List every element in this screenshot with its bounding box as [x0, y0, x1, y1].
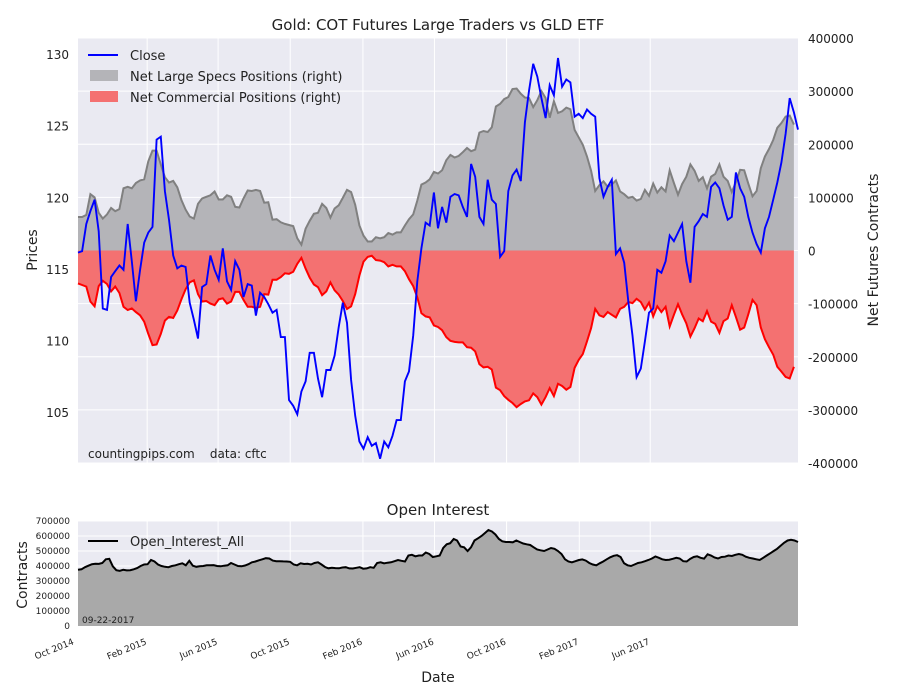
main-title: Gold: COT Futures Large Traders vs GLD E…: [272, 16, 605, 34]
legend-specs-swatch: [90, 70, 118, 81]
right-tick-label: 100000: [808, 191, 854, 205]
left-tick-label: 130: [46, 48, 69, 62]
right-tick-label: -300000: [808, 404, 858, 418]
date-tick-label: Jun 2017: [610, 638, 652, 663]
left-axis-ticks: 105 110 115 120 125 130: [46, 48, 69, 420]
oi-y-axis-ticks: 0 100000 200000 300000 400000 500000 600000 700…: [36, 517, 71, 632]
oi-tick-label: 600000: [36, 532, 71, 542]
date-tick-label: Oct 2015: [249, 638, 291, 663]
date-tick-label: Feb 2017: [538, 638, 580, 663]
left-tick-label: 120: [46, 191, 69, 205]
specs-area: [78, 88, 794, 251]
oi-tick-label: 700000: [36, 517, 71, 527]
open-interest-chart: 0 100000 200000 300000 400000 500000 600000 700…: [15, 501, 799, 686]
source-note: countingpips.com data: cftc: [88, 447, 267, 461]
oi-tick-label: 300000: [36, 577, 71, 587]
close-line: [77, 57, 799, 459]
right-tick-label: 300000: [808, 85, 854, 99]
oi-tick-label: 200000: [36, 592, 71, 602]
date-axis-ticks: Oct 2014 Feb 2015 Jun 2015 Oct 2015 Feb 2016…: [34, 637, 652, 662]
oi-legend: Open_Interest_All: [88, 535, 244, 550]
left-axis-label: Prices: [25, 229, 41, 270]
right-axis-label: Net Futures Contracts: [866, 174, 882, 327]
right-tick-label: -200000: [808, 351, 858, 365]
right-tick-label: 200000: [808, 138, 854, 152]
legend-oi-label: Open_Interest_All: [130, 535, 244, 550]
right-tick-label: -100000: [808, 298, 858, 312]
oi-tick-label: 100000: [36, 607, 71, 617]
legend-close-label: Close: [130, 49, 165, 64]
right-tick-label: -400000: [808, 457, 858, 471]
oi-tick-label: 500000: [36, 547, 71, 557]
date-tick-label: Feb 2016: [322, 637, 365, 662]
right-tick-label: 0: [808, 245, 816, 259]
date-tick-label: Feb 2015: [106, 638, 148, 663]
specs-line: [78, 87, 795, 248]
commercial-area: [78, 250, 794, 408]
legend-specs-label: Net Large Specs Positions (right): [130, 70, 342, 85]
date-note: 09-22-2017: [82, 616, 134, 626]
commercial-line: [77, 254, 795, 409]
date-tick-label: Jun 2016: [394, 637, 436, 662]
oi-tick-label: 400000: [36, 562, 71, 572]
left-tick-label: 110: [46, 334, 69, 348]
left-tick-label: 125: [46, 120, 69, 134]
left-tick-label: 115: [46, 263, 69, 277]
right-tick-label: 400000: [808, 32, 854, 46]
right-axis-ticks: -400000 -300000 -200000 -100000 0 100000 20000…: [808, 32, 858, 471]
main-legend: Close Net Large Specs Positions (right) …: [88, 49, 342, 106]
date-tick-label: Oct 2014: [34, 637, 76, 662]
oi-title: Open Interest: [387, 501, 490, 519]
oi-axis-label: Contracts: [15, 541, 31, 609]
oi-tick-label: 0: [64, 622, 70, 632]
oi-line: [77, 528, 799, 572]
main-chart: 105 110 115 120 125 130 -400000 -300000 -200000…: [25, 16, 882, 471]
date-tick-label: Oct 2016: [466, 637, 508, 662]
legend-commercial-swatch: [90, 91, 118, 102]
left-tick-label: 105: [46, 406, 69, 420]
x-axis-label: Date: [421, 670, 454, 686]
oi-area: [78, 530, 798, 626]
date-tick-label: Jun 2015: [178, 638, 220, 663]
legend-commercial-label: Net Commercial Positions (right): [130, 91, 341, 106]
